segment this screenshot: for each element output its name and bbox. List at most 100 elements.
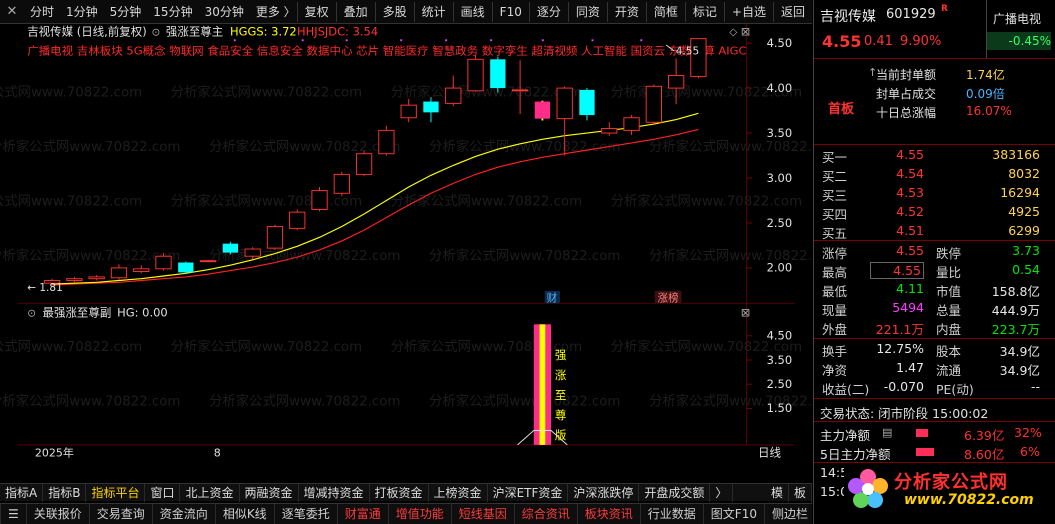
candle-body <box>601 128 618 134</box>
kline-chart[interactable]: 分析家公式网www.70822.com 分析家公式网www.70822.com 分析… <box>0 24 812 464</box>
indicator-tab[interactable]: 〉 <box>710 483 734 502</box>
candle-body <box>222 243 239 253</box>
add-watchlist-button[interactable]: +自选 <box>723 2 773 22</box>
period-5min[interactable]: 5分钟 <box>109 5 142 19</box>
period-intraday[interactable]: 分时 <box>30 5 55 19</box>
flower-logo-icon <box>848 469 888 508</box>
watermark-text: 分析家公式网www.70822.com <box>171 193 362 210</box>
status-button[interactable]: 侧边栏 <box>763 504 815 524</box>
r-flag: R <box>941 4 948 14</box>
status-button[interactable]: 增值功能 <box>387 504 451 524</box>
period-label[interactable]: 日线 <box>758 445 781 459</box>
indicator-tab[interactable]: 沪深涨跌停 <box>568 483 640 502</box>
divider <box>814 421 1055 422</box>
bid-price: 4.55 <box>896 147 924 162</box>
candle <box>445 75 462 107</box>
indicator-name[interactable]: 强涨至尊主 <box>166 24 223 38</box>
indicator-tab[interactable]: 两融资金 <box>240 483 299 502</box>
indicator-tab[interactable]: 指标A <box>0 483 44 502</box>
candle-body <box>110 267 128 279</box>
status-button[interactable]: 短线基因 <box>450 504 514 524</box>
adjust-button[interactable]: 复权 <box>296 2 336 22</box>
options-icon[interactable]: ⬦ <box>729 24 737 38</box>
indicator-dropdown-icon[interactable]: ⊙ <box>152 26 161 38</box>
main-net-info-icon[interactable]: ▤ <box>882 426 893 439</box>
limit-up-badge[interactable] <box>654 290 682 304</box>
stat-value: 5494 <box>892 300 924 315</box>
main-net-label: 主力净额 <box>820 428 871 443</box>
sub-dropdown-icon[interactable]: ⊙ <box>27 308 36 320</box>
finance-badge[interactable] <box>544 290 560 304</box>
status-button[interactable]: 行业数据 <box>639 504 703 524</box>
indicator-tab[interactable]: 窗口 <box>145 483 181 502</box>
candle-body <box>199 260 217 263</box>
high-marker: 4.55 <box>676 46 699 58</box>
current-price: 4.55 <box>822 32 862 51</box>
chart-background <box>17 24 795 464</box>
sector-box[interactable]: 广播电视 -0.45% <box>986 0 1055 58</box>
simple-frame-button[interactable]: 简框 <box>645 2 685 22</box>
period-more[interactable]: 更多 〉 <box>255 5 296 19</box>
f10-button[interactable]: F10 <box>491 2 529 22</box>
bid-price: 4.51 <box>896 223 924 238</box>
open-fund-button[interactable]: 开资 <box>606 2 646 22</box>
same-fund-button[interactable]: 同资 <box>567 2 607 22</box>
five-day-bar <box>916 448 934 456</box>
indicator-tab[interactable]: 指标平台 <box>86 483 146 502</box>
status-button[interactable]: 关联报价 <box>25 504 89 524</box>
status-button[interactable]: 资金流向 <box>151 504 215 524</box>
status-button[interactable]: 交易查询 <box>88 504 152 524</box>
stat-row: 最高 4.55 量比 0.54 <box>814 262 1055 281</box>
overlay-button[interactable]: 叠加 <box>335 2 375 22</box>
top-toolbar: ✕ 分时 1分钟 5分钟 15分钟 30分钟 更多 〉 复权 叠加 多股 统计 … <box>0 0 812 24</box>
menu-icon[interactable]: ☰ <box>0 504 26 524</box>
candle-body <box>467 58 484 92</box>
period-1min[interactable]: 1分钟 <box>66 5 98 19</box>
candle <box>490 56 506 93</box>
tick-button[interactable]: 逐分 <box>528 2 568 22</box>
sub-indicator-name[interactable]: 最强涨至尊副 <box>43 306 112 320</box>
template-tab[interactable]: 板 <box>789 483 812 502</box>
sub-pane-settings-icon[interactable]: ⊠ <box>741 306 751 320</box>
stat-value: 4.11 <box>896 281 924 296</box>
status-button[interactable]: 图文F10 <box>702 504 764 524</box>
status-button[interactable]: 相似K线 <box>214 504 274 524</box>
multi-stock-button[interactable]: 多股 <box>374 2 414 22</box>
concept-dot <box>400 39 403 42</box>
status-button[interactable]: 综合资讯 <box>513 504 577 524</box>
period-30min[interactable]: 30分钟 <box>204 5 244 19</box>
indicator-tab[interactable]: 上榜资金 <box>429 483 488 502</box>
indicator-tab[interactable]: 增减持资金 <box>299 483 370 502</box>
signal-bar-core <box>539 324 546 445</box>
draw-line-button[interactable]: 画线 <box>452 2 492 22</box>
candle-body <box>579 89 595 116</box>
logo-text: 分析家公式网 <box>894 472 1008 493</box>
mark-button[interactable]: 标记 <box>684 2 724 22</box>
indicator-tab[interactable]: 打板资金 <box>370 483 429 502</box>
watermark-text: 分析家公式网www.70822.com <box>0 338 142 355</box>
bid-row: 买三 4.53 16294 <box>814 185 1055 204</box>
stat-row: 净资 1.47 流通 34.9亿 <box>814 360 1055 379</box>
concept-dot <box>541 39 544 42</box>
stock-code: 601929 <box>886 7 936 22</box>
status-button[interactable]: 财富通 <box>336 504 388 524</box>
indicator-tab[interactable]: 开盘成交额 <box>639 483 711 502</box>
template-tab[interactable]: 模 <box>766 483 789 502</box>
trade-state: 交易状态: 闭市阶段 15:00:02 <box>820 406 989 421</box>
close-icon[interactable]: ✕ <box>6 4 18 19</box>
back-button[interactable]: 返回 <box>772 2 812 22</box>
indicator-tab[interactable]: 北上资金 <box>180 483 240 502</box>
indicator-tab[interactable]: 沪深ETF资金 <box>488 483 569 502</box>
period-15min[interactable]: 15分钟 <box>153 5 193 19</box>
pane-settings-icon[interactable]: ⊠ <box>741 24 751 38</box>
stat-value: 0.54 <box>1012 262 1040 277</box>
statistics-button[interactable]: 统计 <box>413 2 453 22</box>
indicator-tab[interactable]: 指标B <box>43 483 87 502</box>
concept-dot <box>445 39 448 42</box>
status-button[interactable]: 逐笔委托 <box>273 504 337 524</box>
status-button[interactable]: 板块资讯 <box>576 504 640 524</box>
candle <box>266 224 284 250</box>
candle-body <box>333 173 350 194</box>
stat-label: 换手 <box>822 344 848 359</box>
